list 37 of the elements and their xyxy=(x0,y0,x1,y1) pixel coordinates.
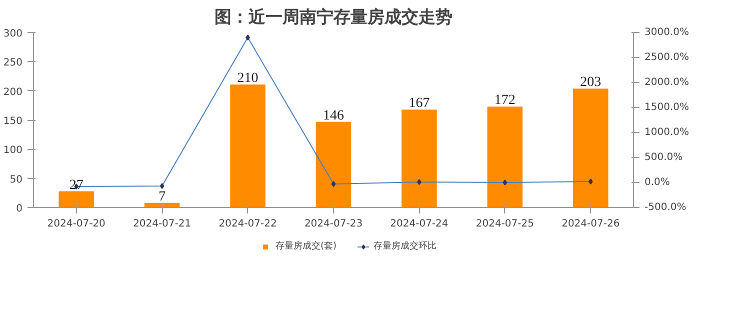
x-tick-label: 2024-07-25 xyxy=(476,218,534,230)
y-tick-label: 250 xyxy=(3,58,23,69)
y-tick-label: 200 xyxy=(3,86,23,98)
x-tick-label: 2024-07-22 xyxy=(218,218,277,230)
data-label: 7 xyxy=(158,189,166,204)
chart-title: 图：近一周南宁存量房成交走势 xyxy=(214,8,452,28)
y2-tick-label: 0.0% xyxy=(644,177,670,188)
y2-tick-label: 2000.0% xyxy=(644,77,689,88)
data-label: 172 xyxy=(494,93,516,108)
bar xyxy=(573,88,608,208)
bar xyxy=(402,110,437,208)
y-tick-label: 300 xyxy=(3,28,23,40)
bar xyxy=(316,122,352,208)
x-tick-label: 2024-07-23 xyxy=(304,218,363,230)
bar xyxy=(487,106,523,208)
y2-tick-label: 500.0% xyxy=(644,152,683,163)
data-label: 210 xyxy=(237,71,258,86)
x-tick-label: 2024-07-20 xyxy=(47,218,106,230)
y-tick-label: 0 xyxy=(16,204,23,214)
y-tick-label: 100 xyxy=(3,145,23,156)
x-tick-label: 2024-07-26 xyxy=(562,218,620,230)
y-tick-label: 150 xyxy=(3,116,23,127)
y2-tick-label: 1500.0% xyxy=(644,102,689,113)
bar xyxy=(58,191,94,208)
legend-label: 存量房成交环比 xyxy=(374,240,437,252)
data-label: 203 xyxy=(580,75,602,90)
y2-tick-label: 1000.0% xyxy=(644,127,689,138)
x-tick-label: 2024-07-24 xyxy=(390,218,448,230)
legend-label: 存量房成交(套) xyxy=(275,240,337,252)
y2-tick-label: -500.0% xyxy=(644,202,686,213)
y2-tick-label: 3000.0% xyxy=(644,27,689,38)
y2-tick-label: 2500.0% xyxy=(644,52,689,63)
x-tick-label: 2024-07-21 xyxy=(133,218,192,230)
data-label: 167 xyxy=(408,96,430,112)
y-tick-label: 50 xyxy=(10,174,23,186)
data-label: 146 xyxy=(323,108,344,124)
bar xyxy=(230,84,266,208)
